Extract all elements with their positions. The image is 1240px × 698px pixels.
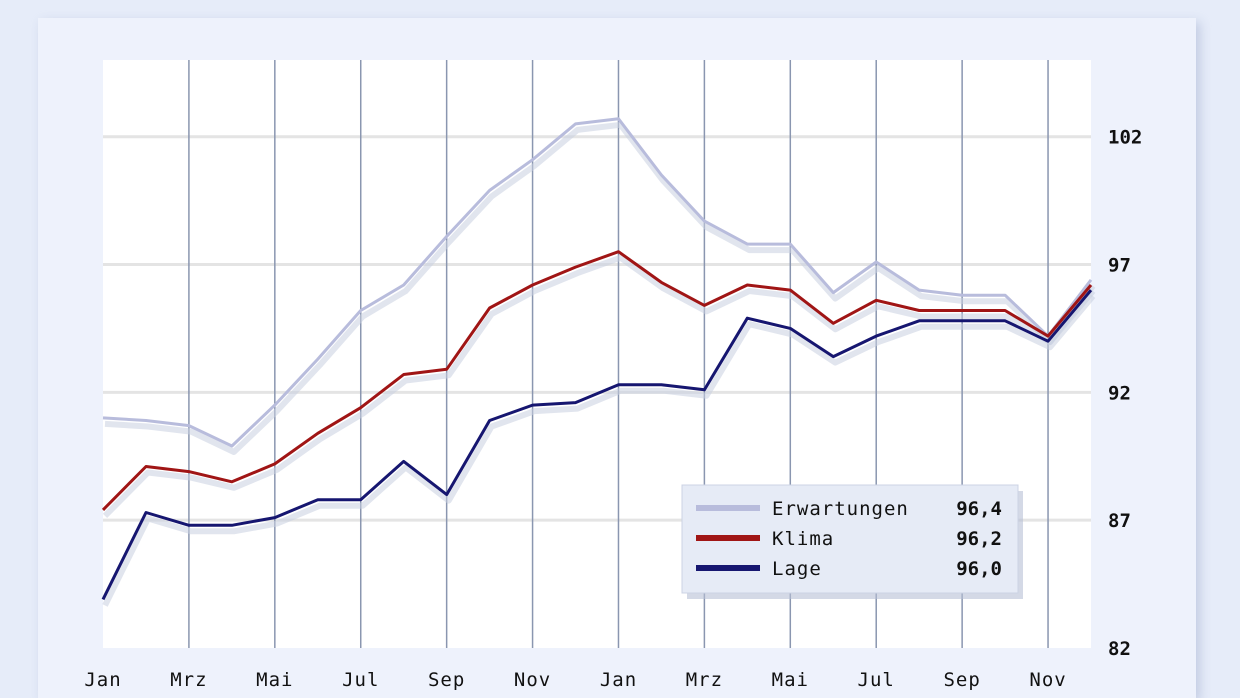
- x-tick-label: Jan: [84, 669, 121, 691]
- legend-value: 96,2: [956, 528, 1002, 550]
- y-axis: 102 97 92 87 82: [1108, 127, 1142, 660]
- legend-label: Lage: [772, 558, 822, 580]
- x-tick-label: Mai: [772, 669, 809, 691]
- x-tick-label: Nov: [514, 669, 551, 691]
- series-shadow: [102, 294, 1096, 607]
- x-tick-label: Jul: [858, 669, 895, 691]
- legend: Erwartungen 96,4 Klima 96,2 Lage 96,0: [681, 484, 1023, 599]
- series-layer: [101, 117, 1096, 607]
- series-shadow: [102, 254, 1096, 519]
- y-tick-label: 92: [1108, 382, 1131, 404]
- series-line-erwartungen: [102, 117, 1093, 448]
- legend-value: 96,0: [956, 558, 1002, 580]
- x-tick-label: Sep: [943, 669, 980, 691]
- legend-label: Erwartungen: [772, 498, 909, 520]
- x-tick-label: Jan: [600, 669, 637, 691]
- series-line-lage: [101, 289, 1093, 601]
- legend-value: 96,4: [956, 498, 1002, 520]
- x-tick-label: Sep: [428, 669, 465, 691]
- series-shadow: [104, 121, 1096, 455]
- y-tick-label: 82: [1108, 638, 1131, 660]
- y-tick-label: 97: [1108, 255, 1131, 277]
- x-tick-label: Jul: [342, 669, 379, 691]
- legend-label: Klima: [772, 528, 834, 550]
- x-tick-label: Mai: [256, 669, 293, 691]
- x-axis: Jan Mrz Mai Jul Sep Nov Jan Mrz Mai Jul Sep Nov: [84, 669, 1066, 691]
- y-tick-label: 102: [1108, 127, 1142, 149]
- x-tick-label: Mrz: [686, 669, 723, 691]
- x-tick-label: Nov: [1029, 669, 1066, 691]
- series-line-klima: [101, 250, 1093, 511]
- x-tick-label: Mrz: [170, 669, 207, 691]
- y-tick-label: 87: [1108, 510, 1131, 532]
